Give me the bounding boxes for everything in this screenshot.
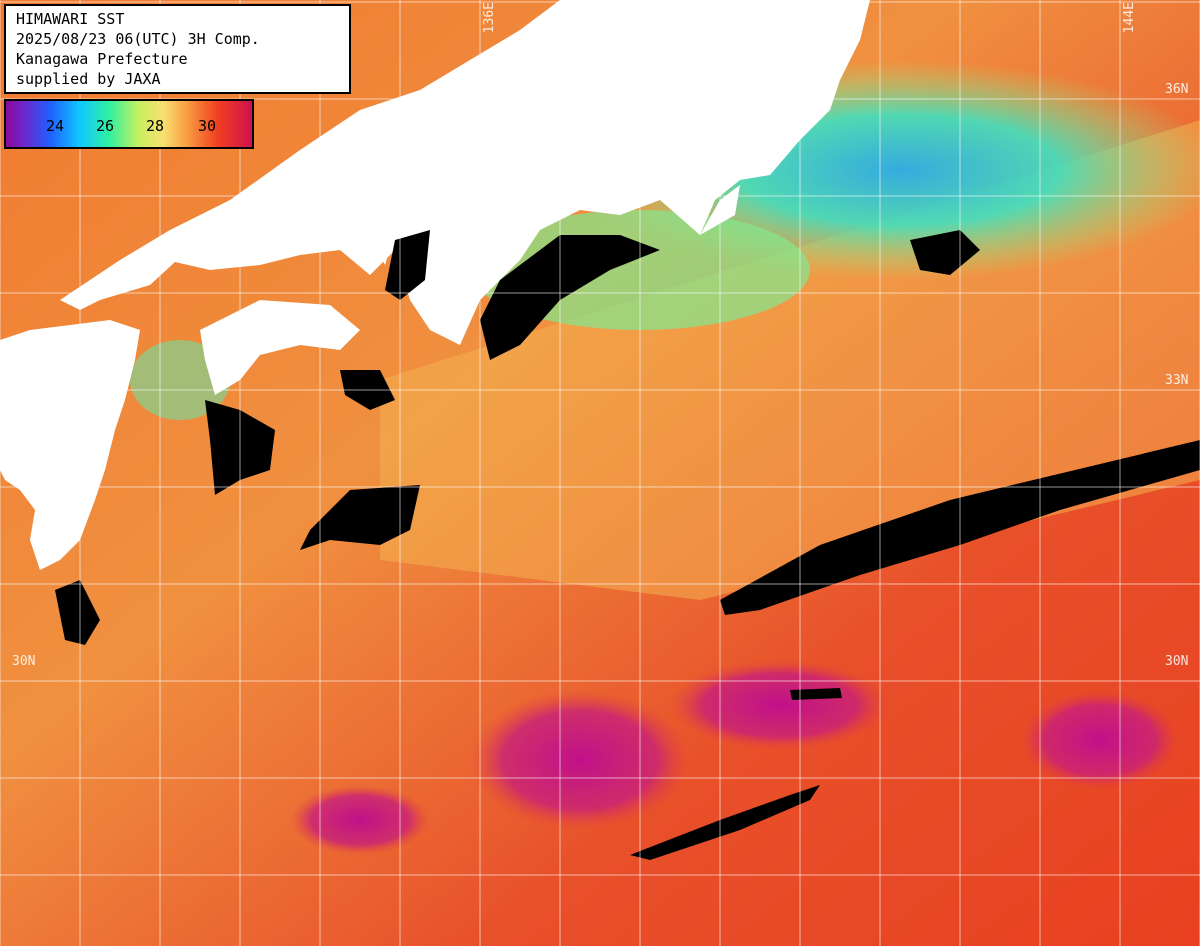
hot-water-2	[670, 660, 890, 750]
hot-water-1	[470, 690, 690, 830]
product-title: HIMAWARI SST	[16, 10, 125, 28]
legend-tick-26: 26	[96, 117, 115, 135]
land-kyushu	[0, 320, 140, 570]
hot-water-4	[290, 785, 430, 855]
land-honshu	[60, 0, 870, 345]
cloud-osaka-bay	[385, 230, 430, 300]
datetime-text: 2025/08/23 06(UTC) 3H Comp.	[16, 30, 260, 48]
cloud-tokai	[910, 230, 980, 275]
lat-label-33-left: 33	[12, 373, 28, 388]
color-legend: 24 26 28 30	[4, 99, 254, 149]
lat-label-33n: 33N	[1165, 373, 1189, 388]
lon-label-136e: 136E	[482, 2, 497, 34]
land-awaji	[375, 232, 395, 265]
cloud-band-south	[630, 785, 820, 860]
cloud-kyushu-south	[55, 580, 100, 645]
lat-label-30n-left: 30N	[12, 654, 36, 669]
cloud-small-1	[790, 688, 842, 700]
cloud-offshore	[300, 485, 420, 550]
lon-label-144e: 144E	[1122, 2, 1137, 34]
credit-text: supplied by JAXA	[16, 70, 161, 88]
legend-tick-28: 28	[146, 117, 165, 135]
legend-tick-24: 24	[46, 117, 65, 135]
legend-tick-30: 30	[198, 117, 217, 135]
hot-water-3	[1020, 690, 1180, 790]
info-box: HIMAWARI SST 2025/08/23 06(UTC) 3H Comp.…	[4, 4, 351, 94]
lat-label-36n: 36N	[1165, 82, 1189, 97]
agency-text: Kanagawa Prefecture	[16, 50, 188, 68]
lat-label-30n-right: 30N	[1165, 654, 1189, 669]
cloud-kii	[480, 235, 660, 360]
